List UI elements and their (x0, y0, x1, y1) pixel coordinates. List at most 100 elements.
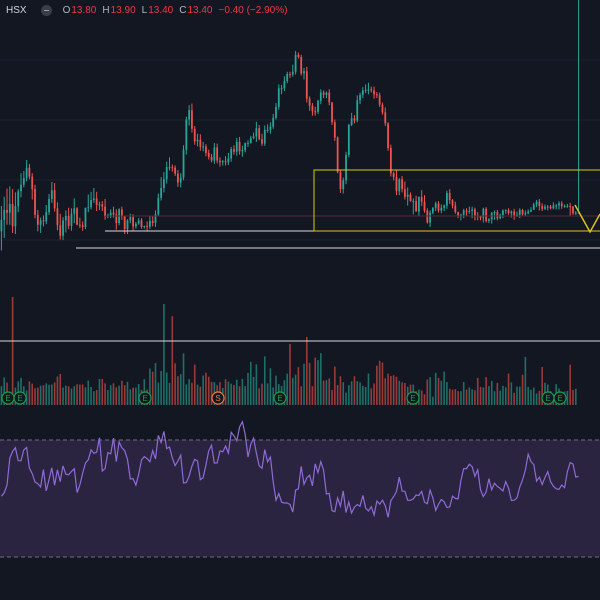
candle-body (283, 81, 286, 89)
volume-bar (255, 364, 258, 405)
candle-body (31, 176, 34, 190)
event-marker-label: E (277, 394, 282, 403)
candle-body (389, 147, 392, 174)
candle-body (67, 215, 70, 226)
candle-body (129, 217, 132, 221)
candle-body (504, 209, 507, 211)
event-marker-earnings[interactable]: E (541, 391, 555, 405)
candle-body (342, 180, 345, 190)
volume-bar (518, 386, 521, 405)
event-marker-circle (138, 391, 152, 405)
candle-body (168, 167, 171, 169)
candle-body (496, 212, 499, 219)
candle-body (437, 203, 440, 211)
candle-body (174, 167, 177, 174)
event-marker-earnings[interactable]: E (273, 391, 287, 405)
exchange-label[interactable]: HSX (6, 4, 27, 16)
change-value: −0.40 (−2.90%) (218, 4, 288, 16)
volume-bar (37, 387, 39, 405)
volume-bar (387, 373, 389, 405)
candle-body (224, 161, 227, 163)
volume-bar (151, 371, 154, 405)
volume-bar (297, 367, 300, 405)
volume-bar (308, 362, 311, 405)
volume-bar (334, 366, 336, 405)
event-marker-earnings[interactable]: E (1, 391, 15, 405)
volume-bar (109, 385, 112, 405)
volume-bar (193, 364, 196, 405)
event-marker-earnings[interactable]: E (13, 391, 27, 405)
volume-bar (306, 336, 308, 405)
rsi-panel (0, 420, 600, 558)
volume-bar (51, 384, 53, 405)
event-marker-earnings[interactable]: E (553, 391, 567, 405)
volume-bar (437, 377, 440, 405)
candle-body (375, 94, 378, 96)
candle-body (73, 208, 76, 214)
candle-body (64, 215, 67, 221)
event-marker-earnings[interactable]: E (138, 391, 152, 405)
candle-body (263, 129, 266, 144)
candle-body (541, 206, 544, 209)
candle-body (440, 207, 443, 211)
candle-body (474, 209, 476, 216)
volume-bar (191, 382, 193, 405)
volume-bar (25, 390, 28, 405)
candle-body (14, 206, 17, 227)
candle-body (0, 219, 3, 232)
volume-bar (258, 388, 260, 405)
volume-bar (317, 360, 319, 405)
volume-bar (266, 383, 269, 405)
volume-bar (367, 373, 370, 405)
candle-body (163, 179, 165, 188)
candle-body (577, 212, 580, 214)
candle-body (48, 198, 50, 213)
candle-body (11, 203, 14, 227)
volume-bar (507, 373, 510, 405)
candle-body (532, 204, 535, 210)
volume-bar (524, 356, 527, 405)
candle-body (336, 137, 339, 173)
volume-bar (241, 378, 244, 405)
candle-body (331, 102, 333, 123)
volume-bar (336, 385, 339, 405)
volume-bar (462, 382, 465, 405)
volume-bar (303, 363, 305, 405)
event-marker-earnings[interactable]: E (406, 391, 420, 405)
volume-bar (521, 374, 524, 405)
volume-bar (392, 375, 395, 405)
candle-body (109, 212, 112, 216)
collapse-icon[interactable] (40, 4, 52, 16)
event-marker-circle (13, 391, 27, 405)
candle-body (92, 198, 95, 201)
volume-bar (311, 386, 314, 405)
volume-bar (101, 378, 104, 405)
rsi-line (0, 420, 579, 518)
volume-bar (132, 387, 134, 405)
candle-body (431, 207, 434, 213)
volume-bar (73, 386, 76, 405)
candle-body (524, 213, 527, 215)
candle-body (403, 189, 406, 197)
volume-bar (59, 373, 62, 405)
volume-bar (401, 382, 403, 405)
candle-body (28, 167, 31, 177)
candle-body (160, 188, 163, 198)
volume-bar (286, 373, 288, 405)
volume-bar (45, 383, 48, 405)
volume-bar (339, 376, 342, 405)
volume-bar (569, 364, 571, 405)
candle-body (272, 117, 275, 127)
volume-bar (460, 391, 462, 405)
drawings-layer[interactable] (0, 169, 600, 342)
volume-bar (513, 392, 515, 405)
event-marker-split[interactable]: S (211, 391, 225, 405)
volume-bar (70, 388, 73, 405)
candle-body (249, 138, 252, 144)
candle-body (238, 141, 241, 152)
volume-bar (177, 376, 179, 405)
volume-bar (199, 386, 202, 405)
